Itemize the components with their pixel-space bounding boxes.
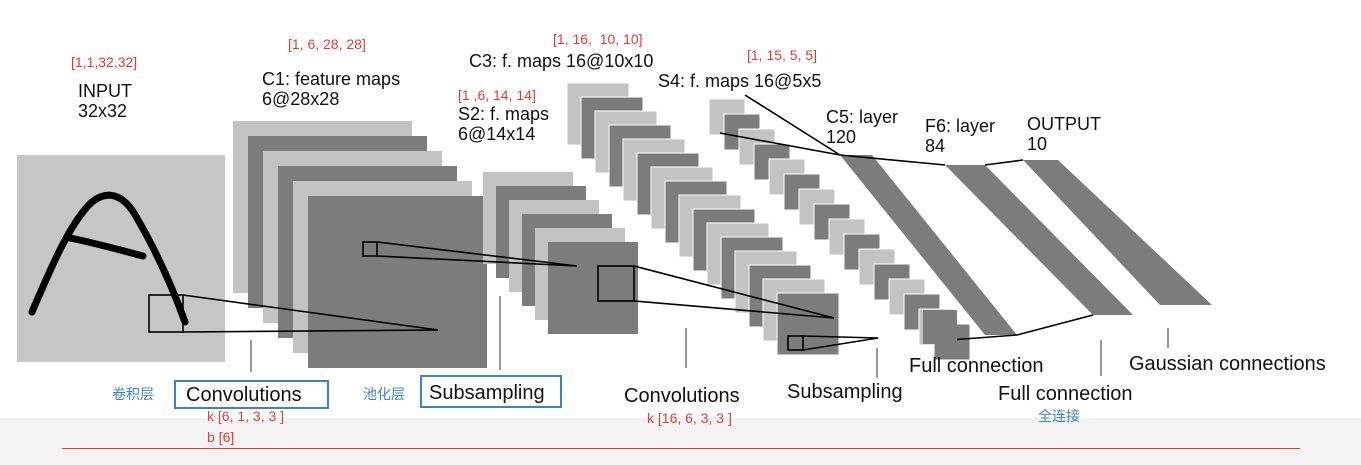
c5-to-f6-bottom	[949, 334, 1018, 341]
conv1-highlight-box	[174, 380, 329, 409]
footer-rule	[62, 448, 1300, 449]
conv2-receptive-field	[597, 265, 635, 302]
c1-shape-label: [1, 6, 28, 28]	[288, 36, 366, 52]
s4-layer-label: S4: f. maps 16@5x5	[658, 71, 822, 91]
c1-map-6	[308, 196, 487, 368]
full-connection-2-label: Full connection	[998, 383, 1133, 405]
conv1-projection-bottom	[182, 329, 439, 333]
conv2-label: Convolutions	[624, 385, 740, 407]
subsample1-receptive-field	[362, 241, 378, 257]
s4-to-c5-top	[744, 94, 841, 156]
c3-shape-label: [1, 16, 10, 10]	[553, 31, 643, 47]
f6-layer-bar	[945, 165, 1133, 315]
input-letter-stroke	[28, 191, 189, 326]
conv1-receptive-field	[148, 294, 184, 333]
output-layer-bar	[1023, 160, 1212, 305]
c5-end-block	[923, 310, 957, 344]
conv2-projection-bottom	[633, 300, 835, 319]
subsample1-highlight-box	[420, 375, 562, 408]
input-image	[17, 155, 225, 362]
full-connection-1-label: Full connection	[909, 355, 1044, 377]
lenet-diagram	[17, 82, 1212, 378]
s4-to-c5-mid	[719, 132, 841, 156]
gaussian-connections-label: Gaussian connections	[1129, 353, 1326, 375]
bias1-label: b [6]	[207, 429, 235, 445]
c5-to-f6-top	[839, 154, 946, 166]
subsample1-label: Subsampling	[429, 382, 545, 404]
input-shape-label: [1,1,32,32]	[71, 54, 138, 70]
kernel2-label: k [16, 6, 3, 3 ]	[647, 410, 732, 426]
pool-chinese-label: 池化层	[363, 386, 405, 402]
subsample1-projection-top	[376, 241, 578, 267]
c5-layer-label: C5: layer 120	[826, 107, 899, 147]
conv2-projection-top	[633, 265, 835, 319]
fc-chinese-label: 全连接	[1038, 408, 1080, 424]
s4-shape-label: [1, 15, 5, 5]	[747, 47, 818, 63]
f6-layer-label: F6: layer 84	[925, 116, 996, 156]
output-layer-label: OUTPUT 10	[1027, 114, 1101, 154]
subsample1-projection-bottom	[376, 255, 578, 267]
footer-band	[0, 418, 1361, 465]
conv-chinese-label: 卷积层	[112, 386, 154, 402]
conv1-projection-top	[182, 294, 439, 331]
f6-to-output-top	[984, 159, 1024, 166]
input-layer-label: INPUT 32x32	[78, 81, 132, 121]
c5-layer-bar	[840, 155, 1017, 335]
subsample2-receptive-field	[787, 335, 804, 351]
kernel1-label: k [6, 1, 3, 3 ]	[207, 408, 285, 424]
subsample2-projection-top	[802, 335, 879, 339]
s2-layer-label: S2: f. maps 6@14x14	[458, 104, 550, 144]
subsample2-projection-bottom	[802, 337, 879, 351]
c3-layer-label: C3: f. maps 16@10x10	[469, 51, 654, 71]
s2-map-6	[548, 242, 638, 334]
s2-shape-label: [1 ,6, 14, 14]	[458, 87, 536, 103]
input-letter-crossbar	[66, 234, 147, 260]
f6-to-output-bottom	[1016, 314, 1094, 336]
subsample2-label: Subsampling	[787, 381, 903, 403]
c1-layer-label: C1: feature maps 6@28x28	[262, 69, 401, 109]
conv1-label: Convolutions	[186, 384, 302, 406]
